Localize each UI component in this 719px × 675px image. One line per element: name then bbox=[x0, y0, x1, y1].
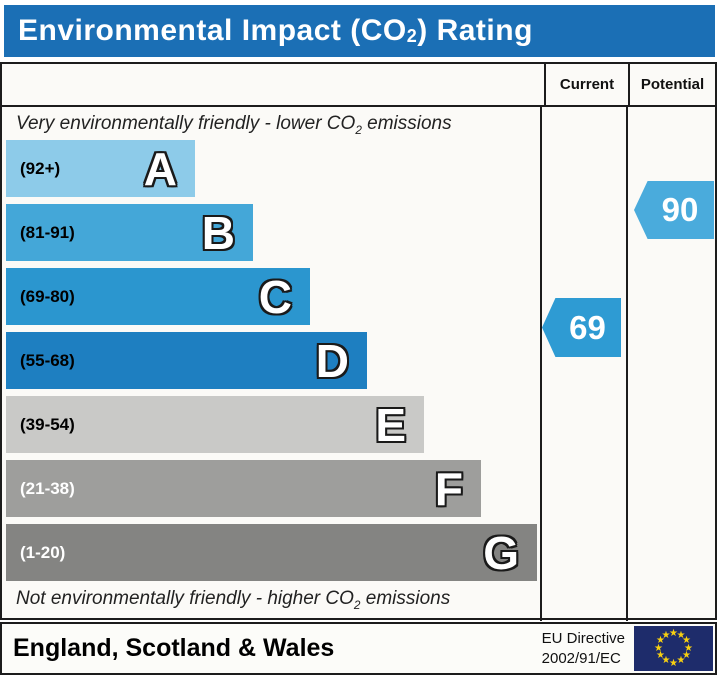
band-g-letter: G bbox=[483, 526, 519, 579]
band-b-letter: B bbox=[201, 206, 235, 259]
band-f: (21-38) F bbox=[6, 460, 481, 517]
band-d: (55-68) D bbox=[6, 332, 367, 389]
band-f-range: (21-38) bbox=[20, 478, 75, 498]
band-d-range: (55-68) bbox=[20, 350, 75, 370]
eu-directive-label: EU Directive 2002/91/EC bbox=[541, 630, 625, 667]
eu-flag-star-icon: ★ bbox=[661, 655, 671, 667]
band-f-letter: F bbox=[434, 462, 463, 515]
eu-flag-star-icon: ★ bbox=[676, 655, 686, 667]
eu-flag-star-icon: ★ bbox=[656, 635, 665, 646]
band-a-range: (92+) bbox=[20, 158, 61, 178]
potential-value: 90 bbox=[661, 191, 699, 228]
eu-flag-star-icon: ★ bbox=[669, 627, 678, 639]
eu-flag-icon: ★ ★ ★ ★ ★ ★ ★ ★ ★ ★ ★ ★ bbox=[634, 626, 713, 671]
table-body-row: Very environmentally friendly - lower CO… bbox=[2, 107, 715, 621]
header-spacer-cell bbox=[2, 64, 544, 105]
band-c: (69-80) C bbox=[6, 268, 310, 325]
band-g: (1-20) G bbox=[6, 524, 537, 581]
potential-arrow: 90 bbox=[634, 181, 714, 239]
eu-flag-star-icon: ★ bbox=[654, 642, 663, 654]
band-a: (92+) A bbox=[6, 140, 195, 197]
current-column: 69 bbox=[540, 107, 626, 621]
band-a-letter: A bbox=[143, 142, 177, 195]
band-b-range: (81-91) bbox=[20, 222, 75, 242]
band-c-range: (69-80) bbox=[20, 286, 75, 306]
eu-flag-star-icon: ★ bbox=[684, 642, 693, 654]
title-subscript: 2 bbox=[406, 25, 418, 46]
table-header-row: Current Potential bbox=[2, 64, 715, 107]
page-title: Environmental Impact (CO 2) Rating bbox=[4, 5, 715, 57]
header-potential: Potential bbox=[628, 64, 715, 105]
eu-flag-star-icon: ★ bbox=[682, 635, 691, 646]
eu-flag-star-icon: ★ bbox=[676, 629, 686, 641]
bottom-note: Not environmentally friendly - higher CO… bbox=[16, 588, 451, 612]
eu-flag-star-icon: ★ bbox=[656, 650, 665, 661]
eu-flag-star-icon: ★ bbox=[682, 650, 691, 661]
band-g-range: (1-20) bbox=[20, 542, 66, 562]
region-label: England, Scotland & Wales bbox=[13, 634, 335, 662]
potential-column: 90 bbox=[626, 107, 715, 621]
band-c-letter: C bbox=[258, 270, 292, 323]
title-suffix: ) Rating bbox=[417, 14, 533, 47]
header-current: Current bbox=[544, 64, 628, 105]
current-arrow: 69 bbox=[542, 298, 621, 357]
footer: England, Scotland & Wales EU Directive 2… bbox=[0, 622, 717, 675]
title-text: Environmental Impact (CO bbox=[18, 14, 407, 47]
band-e: (39-54) E bbox=[6, 396, 424, 453]
band-e-letter: E bbox=[375, 398, 406, 451]
rating-table: Current Potential Very environmentally f… bbox=[0, 62, 717, 621]
bands-column: Very environmentally friendly - lower CO… bbox=[2, 107, 540, 621]
band-d-letter: D bbox=[315, 334, 349, 387]
eu-flag-star-icon: ★ bbox=[669, 657, 678, 669]
current-value: 69 bbox=[569, 308, 606, 346]
top-note: Very environmentally friendly - lower CO… bbox=[16, 113, 452, 137]
eu-flag-star-icon: ★ bbox=[661, 629, 671, 641]
band-b: (81-91) B bbox=[6, 204, 253, 261]
band-e-range: (39-54) bbox=[20, 414, 75, 434]
